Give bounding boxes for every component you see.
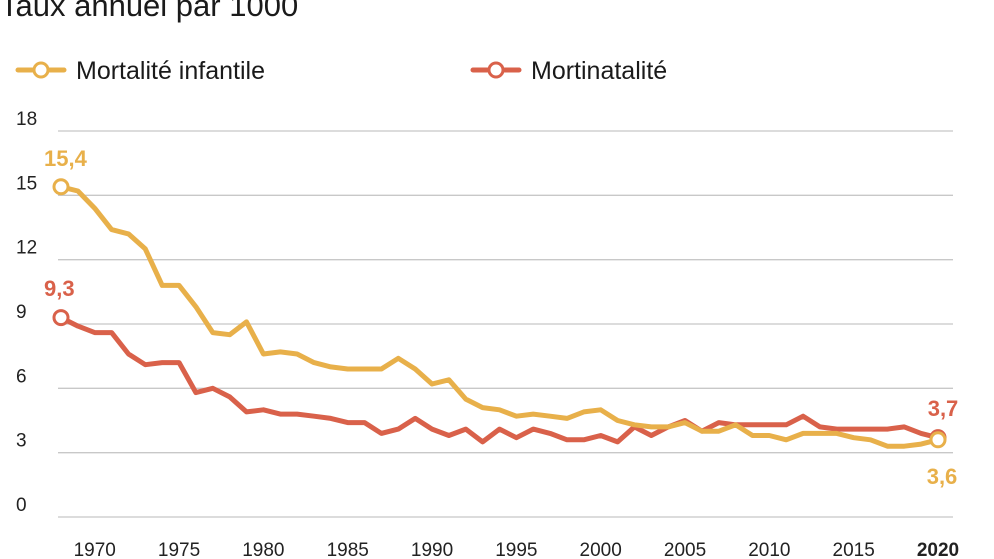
- start-marker: [52, 309, 70, 327]
- x-tick-label: 1975: [158, 540, 200, 559]
- x-tick-label: 2010: [748, 540, 790, 559]
- grid-lines: [58, 130, 953, 518]
- chart-title: Taux annuel par 1000: [0, 0, 299, 23]
- start-marker: [52, 178, 70, 196]
- end-value-label: 3,7: [928, 396, 959, 421]
- y-tick-label: 15: [16, 173, 37, 194]
- y-tick-label: 12: [16, 238, 37, 259]
- y-axis-ticks: 0 3 6 9 12 15 18: [16, 109, 37, 516]
- series-line-0: [58, 184, 941, 449]
- x-tick-label: 1995: [495, 540, 537, 559]
- y-tick-label: 3: [16, 431, 27, 452]
- start-value-label: 15,4: [44, 146, 88, 171]
- x-tick-label: 1980: [242, 540, 284, 559]
- y-tick-label: 9: [16, 302, 27, 323]
- legend-marker: [487, 61, 505, 79]
- end-marker: [929, 431, 947, 449]
- series-line-1: [58, 315, 941, 445]
- series-lines: 15,4 3,6 9,3 3,7: [44, 146, 958, 489]
- x-tick-label: 1990: [411, 540, 453, 559]
- legend-label: Mortalité infantile: [76, 57, 265, 85]
- legend-marker: [32, 61, 50, 79]
- y-tick-label: 18: [16, 109, 37, 130]
- x-axis-ticks: 1970 1975 1980 1985 1990 1995 2000 2005 2010 2015…: [74, 540, 960, 559]
- x-tick-label: 2000: [580, 540, 622, 559]
- end-value-label: 3,6: [927, 464, 958, 489]
- x-tick-label: 2015: [833, 540, 875, 559]
- legend-label: Mortinatalité: [531, 57, 667, 85]
- y-tick-label: 6: [16, 366, 27, 387]
- start-value-label: 9,3: [44, 276, 75, 301]
- legend: Mortalité infantile Mortinatalité: [15, 57, 667, 85]
- x-tick-label: 2020: [917, 540, 959, 559]
- x-tick-label: 1985: [327, 540, 369, 559]
- y-tick-label: 0: [16, 495, 27, 516]
- x-tick-label: 1970: [74, 540, 116, 559]
- x-tick-label: 2005: [664, 540, 706, 559]
